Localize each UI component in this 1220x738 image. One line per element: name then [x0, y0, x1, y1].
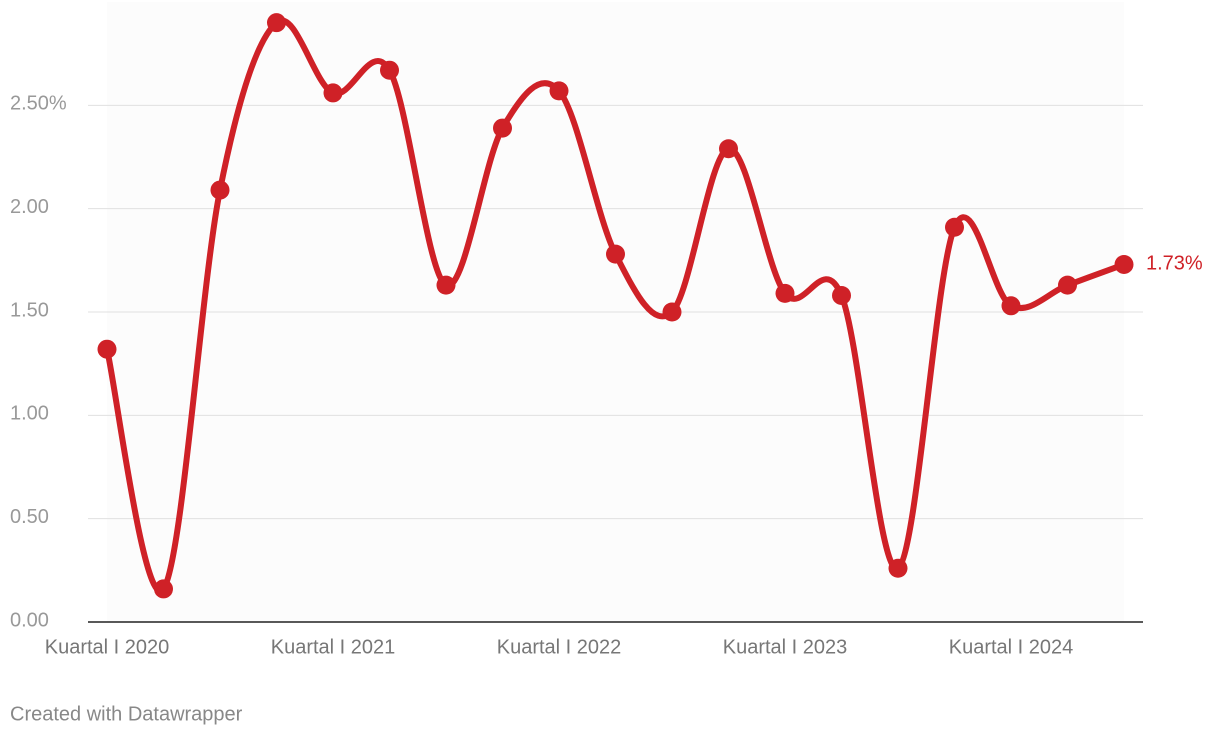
x-tick-label: Kuartal I 2022	[497, 636, 622, 658]
point	[267, 13, 286, 33]
point	[436, 275, 456, 295]
y-tick-label: 0.00	[10, 609, 49, 631]
x-tick-label: Kuartal I 2023	[723, 636, 848, 658]
point	[888, 558, 908, 578]
y-tick-label: 0.50	[10, 506, 49, 528]
point	[775, 283, 795, 303]
point	[154, 579, 173, 599]
x-tick-label: Kuartal I 2020	[45, 636, 170, 658]
point	[210, 180, 230, 200]
point	[662, 302, 682, 322]
y-tick-label: 2.00	[10, 196, 49, 218]
point	[97, 339, 117, 359]
point	[1001, 296, 1021, 316]
x-tick-label: Kuartal I 2024	[949, 636, 1074, 658]
value-label: 1.73%	[1146, 253, 1203, 275]
y-tick-label: 1.00	[10, 403, 49, 425]
point	[549, 81, 569, 101]
point	[1114, 254, 1134, 274]
line	[104, 17, 1127, 595]
credit: Created with Datawrapper	[10, 703, 243, 725]
y-tick-label: 1.50	[10, 299, 49, 321]
point	[1058, 275, 1077, 295]
point	[323, 83, 343, 103]
x-tick-label: Kuartal I 2021	[271, 636, 396, 658]
point	[380, 60, 399, 80]
y-tick-label: 2.50%	[10, 93, 67, 115]
point	[719, 139, 738, 159]
point	[493, 118, 512, 138]
point	[606, 244, 625, 264]
point	[832, 285, 851, 305]
point	[945, 217, 964, 237]
